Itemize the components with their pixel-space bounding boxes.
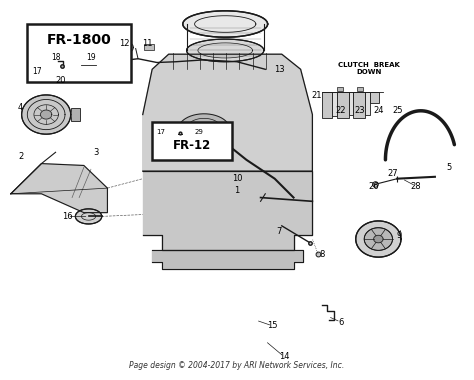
Text: 19: 19 xyxy=(86,54,96,62)
Text: 22: 22 xyxy=(336,106,346,115)
Text: 2: 2 xyxy=(18,152,24,161)
Bar xyxy=(332,92,337,116)
Text: 11: 11 xyxy=(142,39,153,48)
Text: 23: 23 xyxy=(354,106,365,115)
Polygon shape xyxy=(178,114,230,146)
Text: 20: 20 xyxy=(55,76,65,85)
Polygon shape xyxy=(124,43,133,52)
Text: CLUTCH  BREAK
DOWN: CLUTCH BREAK DOWN xyxy=(338,62,400,75)
Text: 9: 9 xyxy=(397,231,402,240)
Text: 12: 12 xyxy=(118,39,129,48)
Bar xyxy=(337,92,349,117)
Bar xyxy=(365,92,370,114)
Bar xyxy=(337,87,343,91)
Text: 15: 15 xyxy=(267,321,278,330)
Polygon shape xyxy=(143,54,312,171)
Text: 25: 25 xyxy=(392,106,402,115)
Text: 28: 28 xyxy=(411,182,421,191)
Polygon shape xyxy=(356,221,401,257)
Text: 29: 29 xyxy=(195,128,204,135)
Polygon shape xyxy=(40,110,52,119)
Text: 18: 18 xyxy=(51,54,60,62)
Bar xyxy=(357,87,363,91)
Bar xyxy=(144,44,154,51)
Text: 27: 27 xyxy=(387,168,398,177)
Polygon shape xyxy=(183,11,268,37)
Bar xyxy=(152,122,232,160)
Text: 3: 3 xyxy=(93,148,98,157)
Polygon shape xyxy=(152,250,303,269)
Bar xyxy=(349,92,354,114)
Text: 14: 14 xyxy=(279,352,289,361)
Text: 17: 17 xyxy=(156,128,165,135)
Text: Page design © 2004-2017 by ARI Network Services, Inc.: Page design © 2004-2017 by ARI Network S… xyxy=(129,361,345,370)
Bar xyxy=(27,24,131,82)
Polygon shape xyxy=(187,39,264,62)
Text: 8: 8 xyxy=(319,250,325,259)
Text: 13: 13 xyxy=(274,65,285,74)
Text: 4: 4 xyxy=(18,103,23,111)
Polygon shape xyxy=(75,209,102,224)
Bar xyxy=(71,108,80,121)
Text: 10: 10 xyxy=(232,174,242,183)
Text: 21: 21 xyxy=(312,91,322,100)
Text: 7: 7 xyxy=(277,227,282,236)
Text: 17: 17 xyxy=(32,68,42,76)
Text: 24: 24 xyxy=(373,106,383,115)
Polygon shape xyxy=(22,95,71,134)
Bar xyxy=(322,92,332,118)
Bar xyxy=(354,92,365,117)
Bar xyxy=(370,92,379,103)
Text: 6: 6 xyxy=(338,318,343,326)
Text: 16: 16 xyxy=(62,212,73,221)
Text: FR-12: FR-12 xyxy=(173,139,211,152)
Polygon shape xyxy=(374,235,383,243)
Text: 26: 26 xyxy=(368,182,379,191)
Polygon shape xyxy=(11,164,108,213)
Polygon shape xyxy=(364,228,392,250)
Text: 1: 1 xyxy=(234,185,240,195)
Text: FR-1800: FR-1800 xyxy=(47,33,111,48)
Text: 5: 5 xyxy=(447,163,452,172)
Polygon shape xyxy=(82,62,96,68)
Polygon shape xyxy=(143,171,312,250)
